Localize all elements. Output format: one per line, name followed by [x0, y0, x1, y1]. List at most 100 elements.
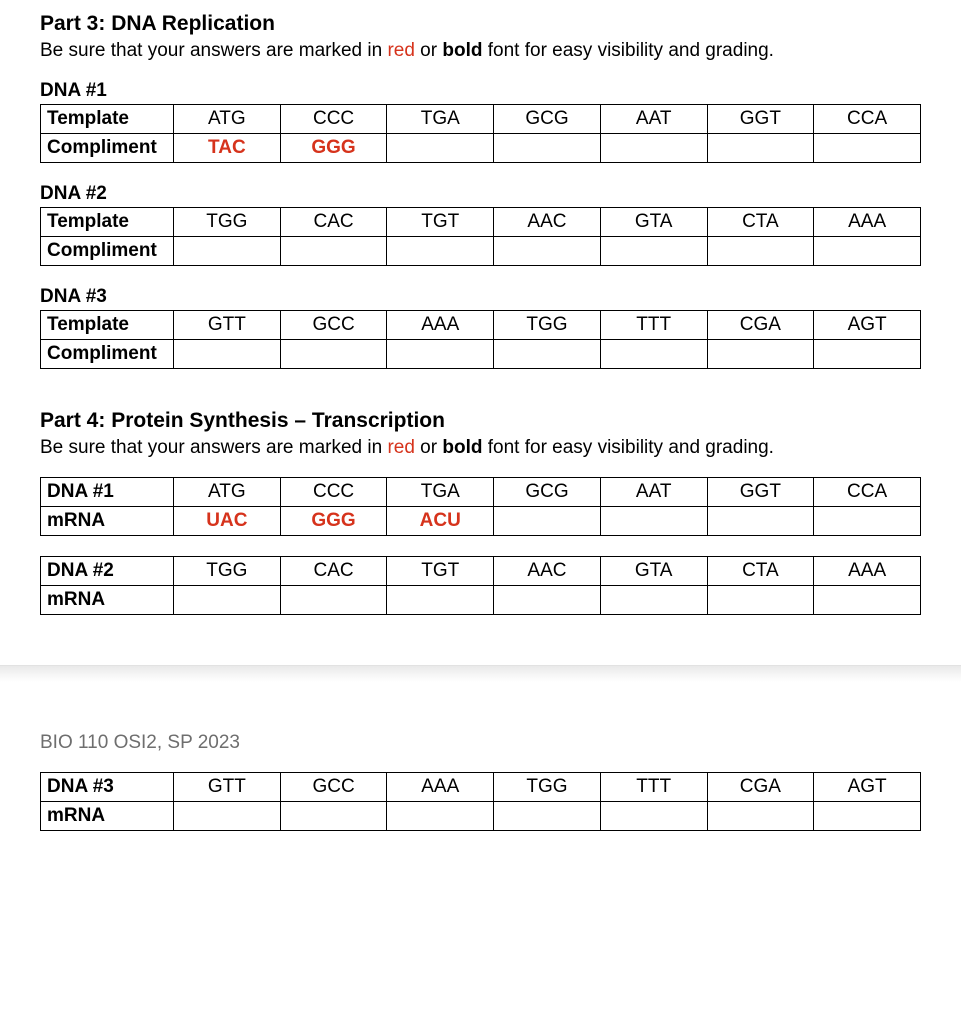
instr-pre: Be sure that your answers are marked in [40, 437, 387, 458]
answer-cell[interactable] [387, 134, 494, 163]
codon-cell: CCA [814, 478, 921, 507]
codon-cell: AAT [600, 105, 707, 134]
codon-cell: TGG [174, 557, 281, 586]
codon-cell: TTT [600, 311, 707, 340]
table-row: DNA #1 ATG CCC TGA GCG AAT GGT CCA [41, 478, 921, 507]
answer-cell[interactable] [174, 340, 281, 369]
codon-cell: TGA [387, 105, 494, 134]
page-break [0, 665, 961, 682]
row-header-template: Template [41, 208, 174, 237]
codon-cell: GTT [174, 773, 281, 802]
answer-cell[interactable] [600, 802, 707, 831]
answer-cell[interactable] [174, 586, 281, 615]
footer-course: BIO 110 OSI2, SP 2023 [40, 732, 921, 754]
part3-title: Part 3: DNA Replication [40, 12, 921, 36]
answer-cell[interactable]: UAC [174, 507, 281, 536]
answer-cell[interactable]: GGG [280, 134, 387, 163]
dna3-label: DNA #3 [40, 286, 921, 308]
answer-cell[interactable] [707, 586, 814, 615]
answer-cell[interactable] [387, 340, 494, 369]
instr-bold: bold [442, 437, 482, 458]
answer-cell[interactable] [494, 507, 601, 536]
answer-cell[interactable] [814, 802, 921, 831]
answer-cell[interactable] [707, 507, 814, 536]
codon-cell: GTA [600, 557, 707, 586]
answer-cell[interactable] [707, 134, 814, 163]
codon-cell: GCC [280, 773, 387, 802]
codon-cell: TGT [387, 208, 494, 237]
answer-cell[interactable] [280, 586, 387, 615]
answer-cell[interactable] [814, 507, 921, 536]
row-header-mrna: mRNA [41, 586, 174, 615]
answer-cell[interactable]: GGG [280, 507, 387, 536]
answer-cell[interactable] [387, 802, 494, 831]
answer-cell[interactable] [387, 237, 494, 266]
codon-cell: TTT [600, 773, 707, 802]
answer-cell[interactable] [174, 237, 281, 266]
row-header-compliment: Compliment [41, 340, 174, 369]
codon-cell: CGA [707, 773, 814, 802]
codon-cell: AGT [814, 773, 921, 802]
answer-cell[interactable] [174, 802, 281, 831]
instr-red: red [387, 437, 414, 458]
answer-cell[interactable] [280, 237, 387, 266]
codon-cell: CTA [707, 208, 814, 237]
part3-instruction: Be sure that your answers are marked in … [40, 40, 921, 62]
codon-cell: GTT [174, 311, 281, 340]
table-row: DNA #3 GTT GCC AAA TGG TTT CGA AGT [41, 773, 921, 802]
answer-cell[interactable] [494, 586, 601, 615]
codon-cell: GCG [494, 105, 601, 134]
dna2-label: DNA #2 [40, 183, 921, 205]
codon-cell: GGT [707, 478, 814, 507]
answer-cell[interactable] [387, 586, 494, 615]
answer-cell[interactable] [494, 802, 601, 831]
codon-cell: CTA [707, 557, 814, 586]
table-row: mRNA [41, 586, 921, 615]
codon-cell: GGT [707, 105, 814, 134]
answer-cell[interactable] [600, 340, 707, 369]
answer-cell[interactable] [494, 237, 601, 266]
row-header-compliment: Compliment [41, 237, 174, 266]
codon-cell: CCA [814, 105, 921, 134]
dna1-table: Template ATG CCC TGA GCG AAT GGT CCA Com… [40, 104, 921, 163]
codon-cell: ATG [174, 105, 281, 134]
codon-cell: AAA [814, 557, 921, 586]
codon-cell: AAT [600, 478, 707, 507]
instr-bold: bold [442, 40, 482, 61]
answer-cell[interactable] [600, 507, 707, 536]
table-row: mRNA [41, 802, 921, 831]
codon-cell: TGT [387, 557, 494, 586]
answer-cell[interactable] [494, 340, 601, 369]
answer-cell[interactable]: TAC [174, 134, 281, 163]
instr-mid: or [415, 437, 442, 458]
answer-cell[interactable] [814, 340, 921, 369]
table-row: Template GTT GCC AAA TGG TTT CGA AGT [41, 311, 921, 340]
answer-cell[interactable]: ACU [387, 507, 494, 536]
codon-cell: AAC [494, 208, 601, 237]
table-row: Compliment TAC GGG [41, 134, 921, 163]
answer-cell[interactable] [707, 340, 814, 369]
dna1-label: DNA #1 [40, 80, 921, 102]
codon-cell: AAC [494, 557, 601, 586]
answer-cell[interactable] [280, 340, 387, 369]
answer-cell[interactable] [280, 802, 387, 831]
answer-cell[interactable] [814, 134, 921, 163]
answer-cell[interactable] [814, 586, 921, 615]
codon-cell: AGT [814, 311, 921, 340]
codon-cell: CAC [280, 557, 387, 586]
answer-cell[interactable] [600, 134, 707, 163]
row-header-mrna: mRNA [41, 507, 174, 536]
answer-cell[interactable] [494, 134, 601, 163]
codon-cell: CCC [280, 105, 387, 134]
answer-cell[interactable] [707, 237, 814, 266]
answer-cell[interactable] [814, 237, 921, 266]
codon-cell: TGG [494, 773, 601, 802]
row-header-dna: DNA #2 [41, 557, 174, 586]
table-row: mRNA UAC GGG ACU [41, 507, 921, 536]
part4-instruction: Be sure that your answers are marked in … [40, 437, 921, 459]
answer-cell[interactable] [707, 802, 814, 831]
row-header-dna: DNA #1 [41, 478, 174, 507]
answer-cell[interactable] [600, 586, 707, 615]
answer-cell[interactable] [600, 237, 707, 266]
part4-dna1-table: DNA #1 ATG CCC TGA GCG AAT GGT CCA mRNA … [40, 477, 921, 536]
